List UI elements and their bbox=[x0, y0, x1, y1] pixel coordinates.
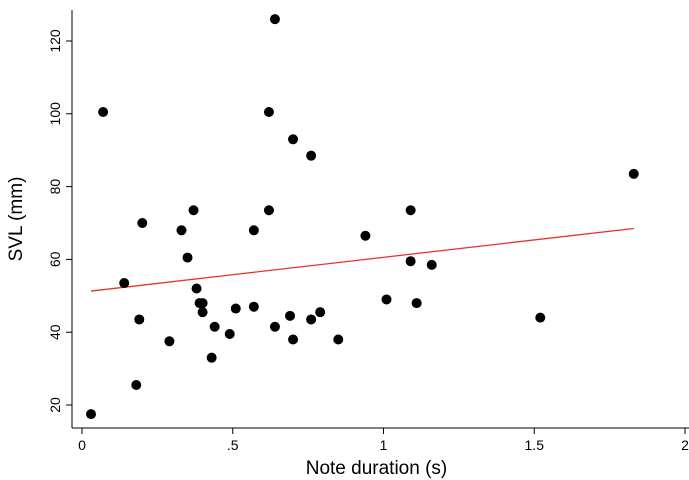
x-tick-label: 2 bbox=[681, 437, 689, 453]
data-point bbox=[134, 314, 145, 325]
x-axis-title: Note duration (s) bbox=[306, 458, 448, 479]
data-point bbox=[535, 312, 546, 323]
data-point bbox=[206, 352, 217, 363]
data-point bbox=[248, 225, 259, 236]
data-point bbox=[288, 334, 299, 345]
y-tick-label: 120 bbox=[47, 29, 63, 53]
data-point bbox=[137, 218, 148, 228]
y-tick-label: 20 bbox=[47, 397, 63, 413]
data-point bbox=[131, 379, 142, 390]
y-tick-label: 100 bbox=[47, 102, 63, 126]
data-point bbox=[285, 310, 296, 321]
chart-axes: 0 .5 1 1.5 2 20 40 60 80 100 120 bbox=[47, 10, 689, 453]
x-tick-label: 0 bbox=[78, 437, 86, 453]
data-point bbox=[86, 409, 97, 420]
data-point bbox=[176, 225, 187, 236]
data-point bbox=[405, 256, 416, 267]
data-point bbox=[426, 259, 437, 270]
data-point bbox=[191, 283, 202, 294]
y-tick-label: 60 bbox=[47, 251, 63, 267]
data-point bbox=[119, 278, 130, 289]
x-tick-label: 1 bbox=[380, 437, 388, 453]
data-point bbox=[288, 134, 299, 145]
fit-line bbox=[90, 227, 634, 292]
data-point bbox=[333, 334, 344, 345]
fit-line-layer bbox=[90, 227, 634, 292]
data-point bbox=[209, 321, 220, 332]
data-point bbox=[306, 150, 317, 161]
data-point bbox=[269, 14, 280, 25]
data-point bbox=[306, 314, 317, 325]
data-point bbox=[224, 329, 235, 340]
data-point bbox=[230, 303, 241, 314]
data-point bbox=[360, 230, 371, 241]
data-point bbox=[628, 168, 639, 179]
data-point bbox=[197, 298, 208, 309]
y-tick-label: 40 bbox=[47, 324, 63, 340]
data-point bbox=[315, 307, 326, 318]
data-point bbox=[98, 106, 109, 117]
y-axis-title: SVL (mm) bbox=[6, 177, 27, 262]
data-point bbox=[164, 336, 175, 347]
data-point bbox=[411, 298, 422, 309]
data-point bbox=[263, 205, 274, 216]
data-point bbox=[197, 307, 208, 318]
data-point bbox=[405, 205, 416, 216]
x-tick-label: 1.5 bbox=[525, 437, 545, 453]
data-point bbox=[269, 321, 280, 332]
x-tick-label: .5 bbox=[227, 437, 239, 453]
data-point bbox=[263, 106, 274, 117]
data-point bbox=[188, 205, 199, 216]
data-point bbox=[381, 294, 392, 305]
data-points bbox=[86, 14, 639, 420]
data-point bbox=[248, 301, 259, 312]
y-tick-label: 80 bbox=[47, 179, 63, 195]
data-point bbox=[182, 252, 193, 263]
